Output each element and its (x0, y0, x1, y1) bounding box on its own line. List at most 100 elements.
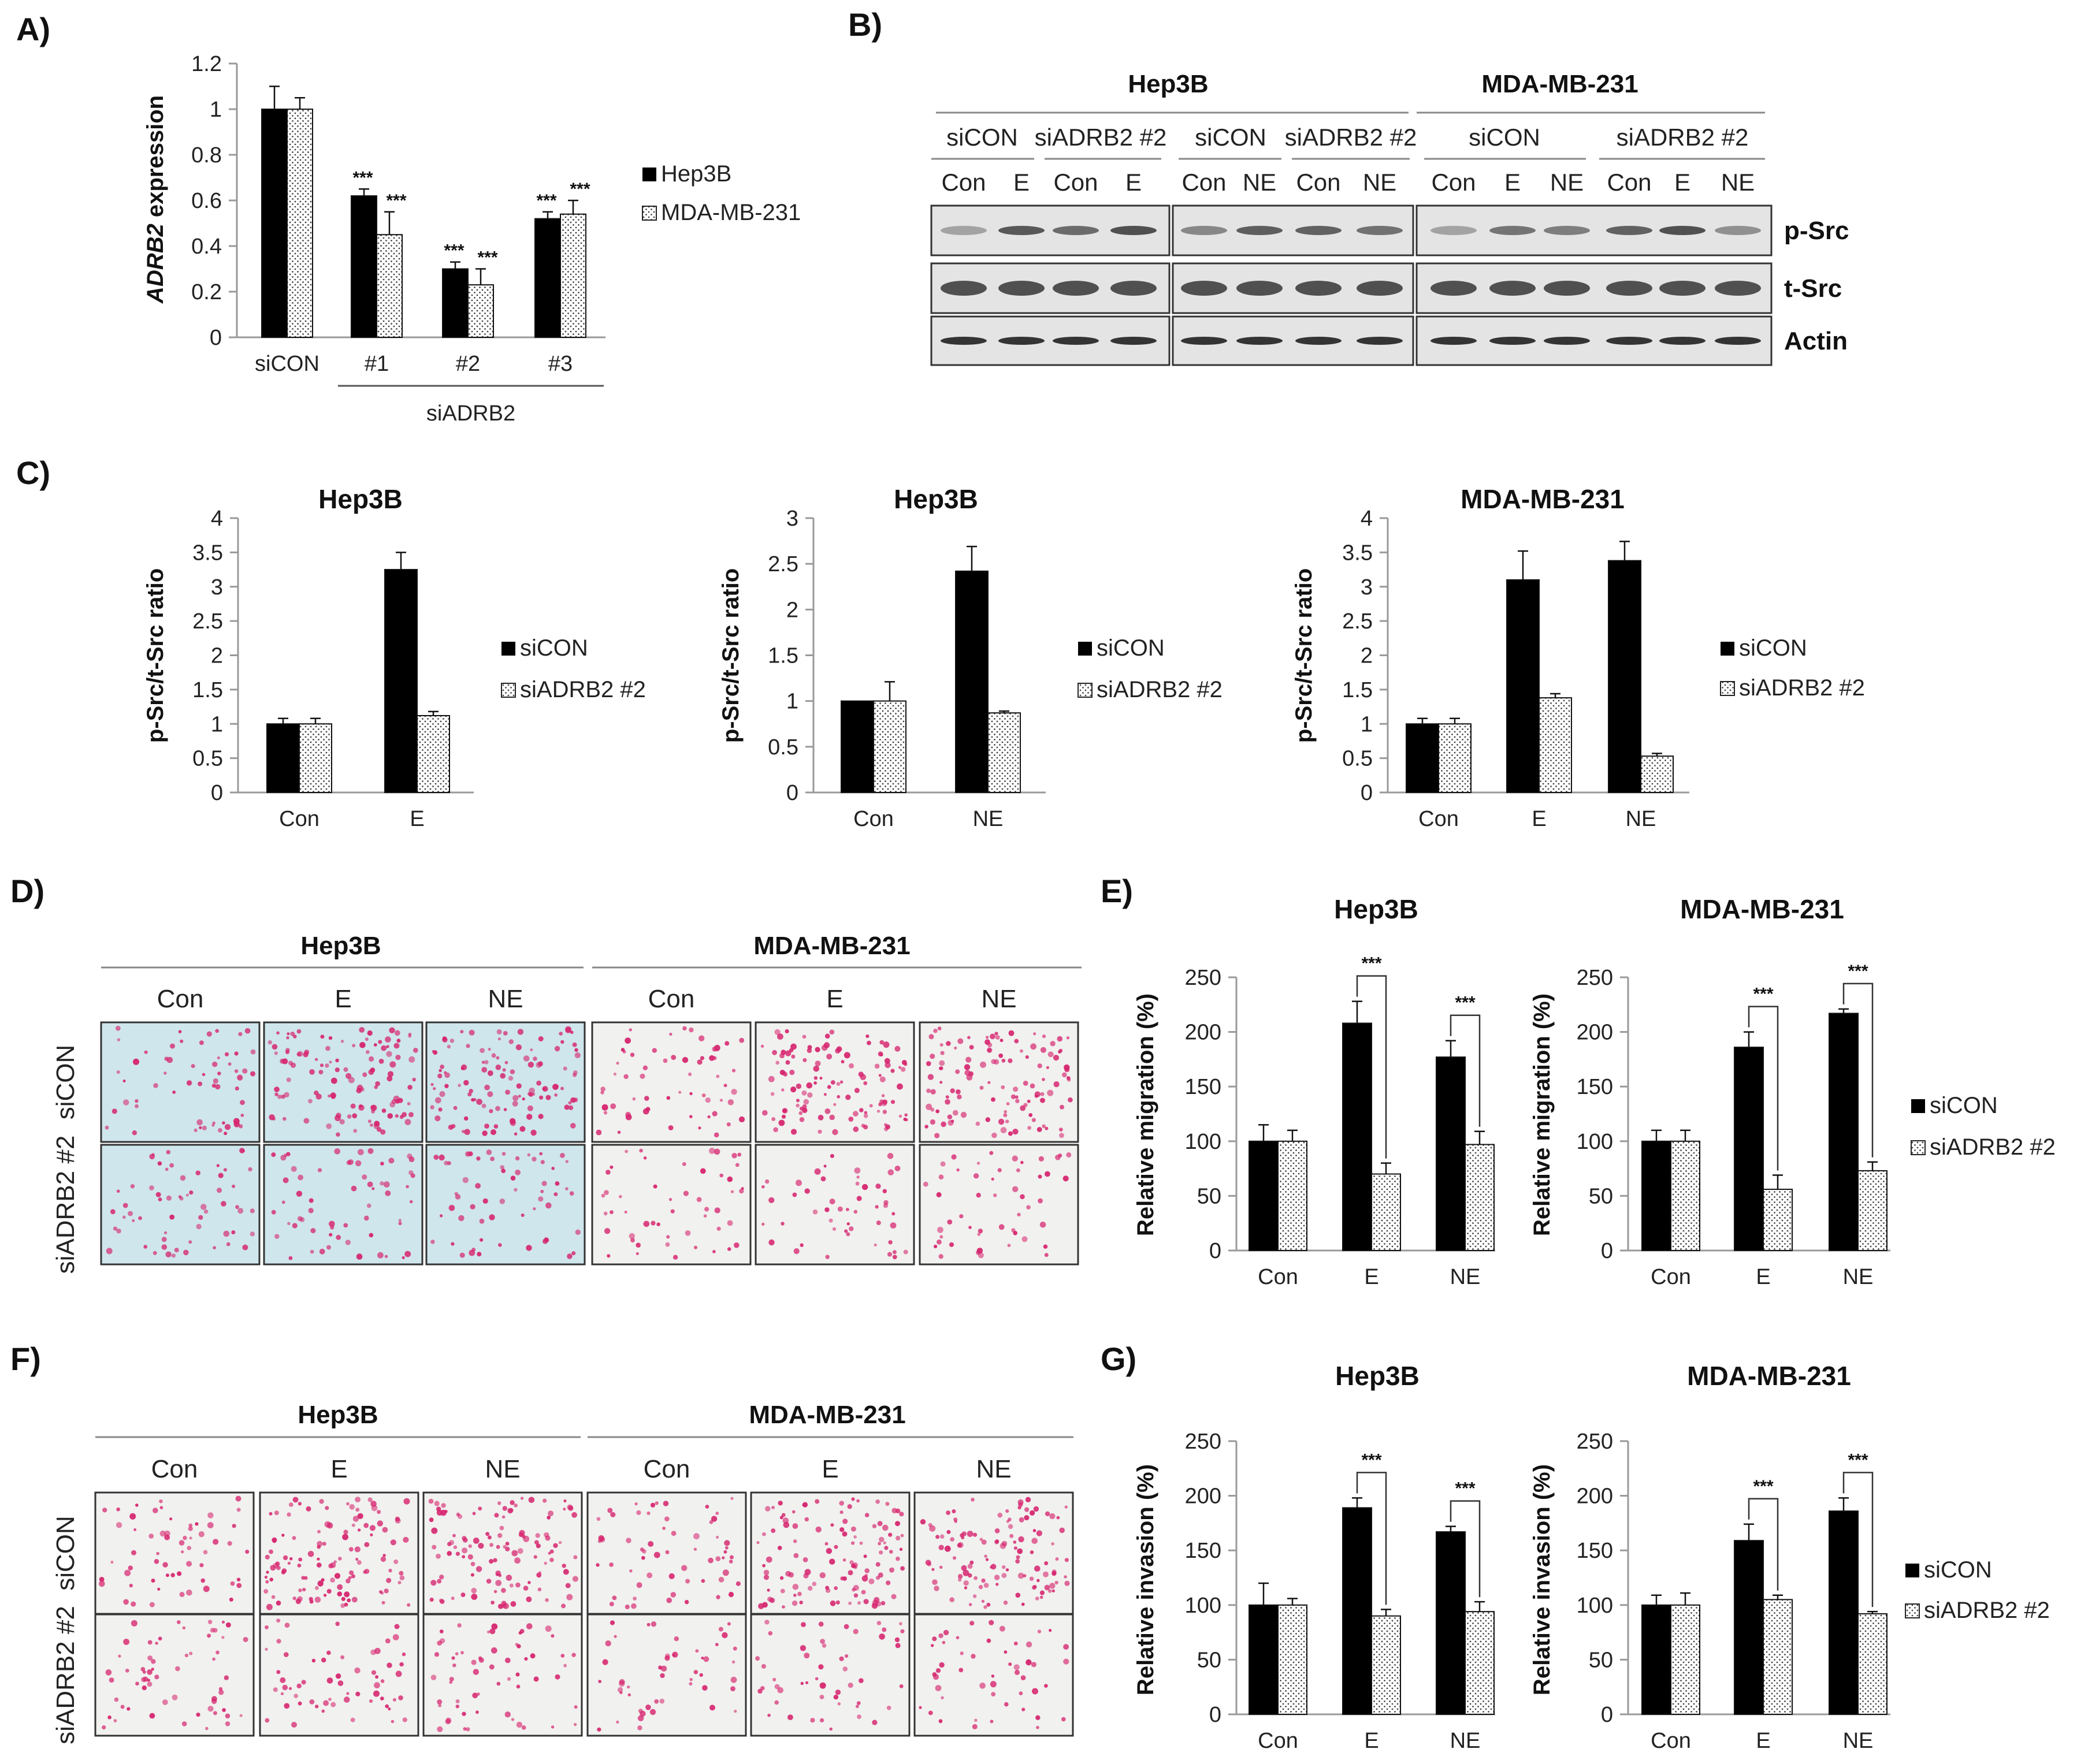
stained-cell (681, 1565, 688, 1571)
y-tick-label: 2 (211, 644, 223, 668)
stained-cell (117, 1038, 121, 1041)
stained-cell (433, 1155, 439, 1160)
stained-cell (601, 1104, 608, 1111)
stained-cell (379, 1590, 382, 1594)
stained-cell (298, 1588, 302, 1592)
micro-treatment-label: Con (157, 985, 204, 1013)
stained-cell (298, 1557, 303, 1562)
stained-cell (223, 1230, 230, 1237)
stained-cell (1008, 1030, 1015, 1036)
stained-cell (184, 1654, 188, 1658)
stained-cell (933, 1028, 938, 1033)
blot-lane-label: E (1125, 169, 1142, 196)
stained-cell (389, 1027, 395, 1034)
stained-cell (888, 1532, 893, 1537)
stained-cell (391, 1720, 395, 1724)
stained-cell (221, 1201, 226, 1207)
stained-cell (633, 1596, 637, 1601)
stained-cell (642, 1108, 649, 1115)
micro-treatment-label: E (826, 985, 843, 1013)
blot-band-p-src (1357, 226, 1403, 235)
stained-cell (318, 1070, 324, 1075)
stained-cell (727, 1247, 731, 1251)
stained-cell (859, 1678, 864, 1683)
micro-treatment-label: NE (488, 985, 523, 1013)
x-tick-label: Con (1651, 1265, 1691, 1289)
stained-cell (390, 1539, 396, 1546)
stained-cell (636, 1582, 642, 1588)
stained-cell (521, 1213, 525, 1217)
stained-cell (864, 1568, 870, 1573)
stained-cell (287, 1222, 291, 1226)
micrograph-image (259, 1613, 419, 1737)
stained-cell (980, 1061, 986, 1068)
stained-cell (930, 1119, 935, 1125)
stained-cell (935, 1109, 940, 1114)
stained-cell (929, 1525, 936, 1532)
stained-cell (283, 1117, 287, 1121)
stained-cell (989, 1620, 994, 1625)
stained-cell (286, 1036, 289, 1040)
stained-cell (798, 1111, 803, 1115)
blot-band-t-src (941, 281, 987, 296)
stained-cell (659, 1698, 665, 1704)
stained-cell (783, 1521, 790, 1528)
stained-cell (777, 1546, 782, 1550)
micrograph-image (919, 1144, 1079, 1266)
stained-cell (855, 1705, 859, 1709)
blot-sirna-label: siADRB2 #2 (1617, 124, 1749, 151)
panel-label-c: C) (16, 455, 50, 491)
stained-cell (894, 1166, 901, 1171)
stained-cell (818, 1129, 822, 1134)
stained-cell (1030, 1083, 1035, 1089)
stained-cell (227, 1541, 232, 1546)
stained-cell (872, 1720, 878, 1725)
stained-cell (806, 1082, 813, 1089)
stained-cell (990, 1564, 997, 1570)
stained-cell (837, 1702, 841, 1706)
stained-cell (709, 1520, 714, 1524)
stained-cell (696, 1197, 702, 1202)
stained-cell (408, 1056, 415, 1063)
stained-cell (370, 1533, 373, 1536)
stained-cell (288, 1687, 292, 1690)
blot-band-t-src (1606, 281, 1652, 296)
stained-cell (997, 1168, 1002, 1173)
stained-cell (554, 1045, 560, 1052)
blot-band-p-src (1659, 226, 1706, 235)
stained-cell (487, 1070, 493, 1076)
stained-cell (874, 1063, 880, 1069)
stained-cell (991, 1097, 995, 1102)
stained-cell (510, 1500, 515, 1505)
stained-cell (1040, 1047, 1046, 1053)
stained-cell (555, 1181, 560, 1186)
stained-cell (213, 1628, 218, 1633)
stained-cell (1060, 1104, 1064, 1110)
stained-cell (404, 1251, 411, 1257)
blot-band-t-src (1659, 281, 1706, 296)
y-tick-label: 1 (210, 98, 222, 122)
stained-cell (543, 1498, 547, 1503)
stained-cell (712, 1250, 716, 1253)
stained-cell (697, 1059, 703, 1065)
stained-cell (444, 1072, 450, 1078)
stained-cell (501, 1152, 506, 1156)
stained-cell (1015, 1099, 1020, 1104)
blot-lane-label: Con (1053, 169, 1098, 196)
stained-cell (274, 1234, 280, 1239)
stained-cell (357, 1149, 364, 1155)
blot-sirna-label: siADRB2 #2 (1035, 124, 1167, 151)
stained-cell (407, 1101, 411, 1106)
stained-cell (981, 1539, 987, 1545)
stained-cell (495, 1065, 501, 1070)
stained-cell (928, 1034, 934, 1040)
blot-band-p-src (1181, 226, 1227, 235)
stained-cell (461, 1130, 465, 1133)
stained-cell (430, 1674, 437, 1680)
y-tick-label: 1 (1361, 712, 1373, 736)
stained-cell (875, 1562, 880, 1567)
stained-cell (724, 1041, 730, 1046)
stained-cell (1064, 1575, 1067, 1579)
stained-cell (937, 1026, 942, 1030)
stained-cell (484, 1060, 489, 1065)
